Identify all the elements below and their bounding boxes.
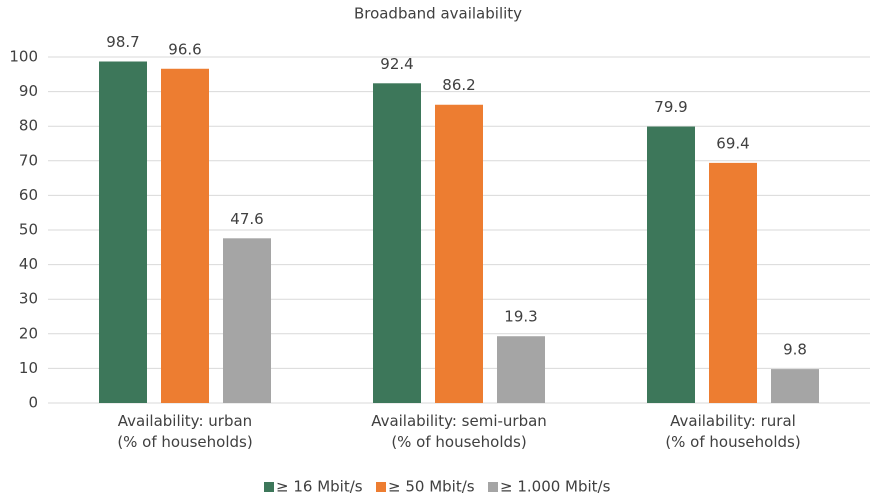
bar (435, 104, 483, 404)
bar (223, 238, 271, 403)
y-tick-label: 30 (19, 290, 38, 308)
data-label: 86.2 (442, 76, 475, 94)
legend-swatch (264, 482, 274, 492)
data-label: 92.4 (380, 55, 413, 73)
legend-label: ≥ 16 Mbit/s (276, 478, 363, 496)
legend-label: ≥ 1.000 Mbit/s (500, 478, 611, 496)
bar (373, 83, 421, 404)
bar (709, 162, 757, 403)
y-tick-label: 90 (19, 82, 38, 100)
x-tick-label: Availability: semi-urban (% of households… (371, 412, 547, 451)
y-tick-label: 70 (19, 151, 38, 169)
data-label: 47.6 (230, 210, 263, 228)
data-label: 9.8 (783, 341, 807, 359)
y-tick-label: 60 (19, 186, 38, 204)
legend-swatch (488, 482, 498, 492)
y-tick-label: 50 (19, 221, 38, 239)
bar (99, 61, 147, 404)
data-label: 79.9 (654, 98, 687, 116)
data-label: 98.7 (106, 33, 139, 51)
bar (161, 68, 209, 403)
y-tick-label: 20 (19, 324, 38, 342)
y-tick-label: 80 (19, 117, 38, 135)
y-tick-label: 10 (19, 359, 38, 377)
data-label: 69.4 (716, 134, 749, 152)
y-tick-label: 40 (19, 255, 38, 273)
bar (497, 336, 545, 403)
data-label: 96.6 (168, 40, 201, 58)
y-tick-label: 100 (9, 48, 38, 66)
legend-swatch (376, 482, 386, 492)
chart-title: Broadband availability (354, 5, 522, 23)
data-label: 19.3 (504, 308, 537, 326)
x-tick-label: Availability: rural (% of households) (665, 412, 800, 451)
y-tick-label: 0 (28, 394, 38, 412)
bar (771, 369, 819, 403)
bar (647, 126, 695, 404)
legend-label: ≥ 50 Mbit/s (388, 478, 475, 496)
x-tick-label: Availability: urban (% of households) (117, 412, 252, 451)
